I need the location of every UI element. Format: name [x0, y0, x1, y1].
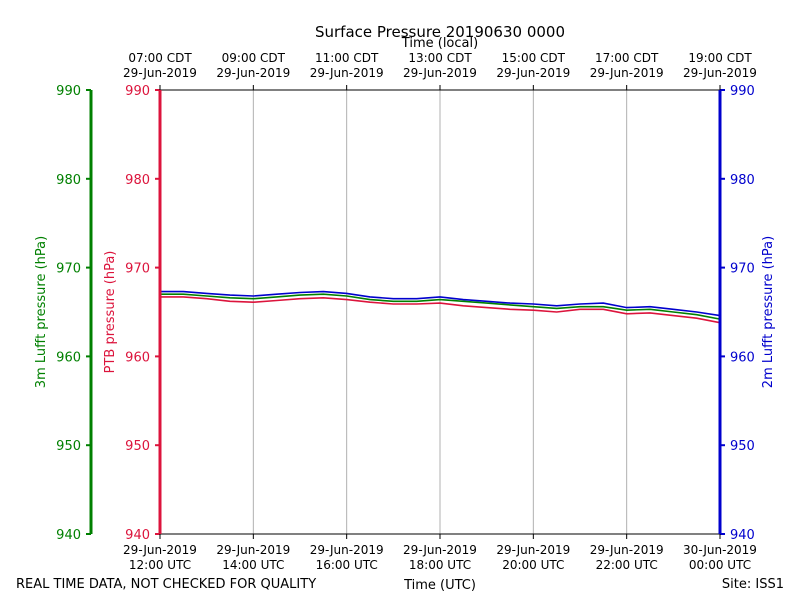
series-line-1 — [160, 296, 721, 324]
xtick-label-top-time: 09:00 CDT — [222, 51, 286, 65]
ytick-label-blue: 980 — [730, 173, 755, 188]
ytick-label-blue: 950 — [730, 439, 755, 454]
xtick-label-bottom-date: 29-Jun-2019 — [216, 543, 290, 557]
xtick-label-top-date: 29-Jun-2019 — [683, 66, 757, 80]
xtick-label-top-time: 17:00 CDT — [595, 51, 659, 65]
xtick-label-top-time: 19:00 CDT — [688, 51, 752, 65]
ytick-label-red: 940 — [125, 528, 150, 543]
xtick-label-top-time: 11:00 CDT — [315, 51, 379, 65]
xtick-label-top-date: 29-Jun-2019 — [496, 66, 570, 80]
tick-labels: 940 940 940 950 950 950 960 960 960 970 970 970 980 9… — [56, 51, 757, 572]
xtick-label-bottom-date: 29-Jun-2019 — [123, 543, 197, 557]
series-line-2 — [160, 290, 721, 317]
axes — [86, 85, 725, 539]
xtick-label-bottom-time: 16:00 UTC — [316, 558, 378, 572]
ytick-label-red: 990 — [125, 84, 150, 99]
ytick-label-blue: 940 — [730, 528, 755, 543]
ytick-label-green: 970 — [56, 262, 81, 277]
ytick-label-red: 970 — [125, 262, 150, 277]
xtick-label-bottom-date: 29-Jun-2019 — [590, 543, 664, 557]
xtick-label-bottom-time: 18:00 UTC — [409, 558, 471, 572]
ytick-label-red: 960 — [125, 350, 150, 365]
site-label: Site: ISS1 — [722, 577, 784, 592]
chart-title: Surface Pressure 20190630 0000 — [315, 23, 565, 41]
series-lines — [160, 290, 721, 324]
top-axis-label: Time (local) — [401, 36, 478, 51]
ytick-label-green: 960 — [56, 350, 81, 365]
xtick-label-top-date: 29-Jun-2019 — [403, 66, 477, 80]
ytick-label-green: 950 — [56, 439, 81, 454]
series-line-0 — [160, 293, 721, 320]
x-axis-label: Time (UTC) — [403, 578, 476, 593]
xtick-label-bottom-time: 22:00 UTC — [596, 558, 658, 572]
xtick-label-bottom-date: 29-Jun-2019 — [403, 543, 477, 557]
y-axis-label-ptb: PTB pressure (hPa) — [103, 251, 118, 374]
ytick-label-blue: 990 — [730, 84, 755, 99]
xtick-label-bottom-time: 14:00 UTC — [222, 558, 284, 572]
xtick-label-top-date: 29-Jun-2019 — [590, 66, 664, 80]
xtick-label-bottom-time: 00:00 UTC — [689, 558, 751, 572]
xtick-label-top-time: 13:00 CDT — [408, 51, 472, 65]
ytick-label-blue: 960 — [730, 350, 755, 365]
ytick-label-green: 980 — [56, 173, 81, 188]
xtick-label-top-time: 07:00 CDT — [128, 51, 192, 65]
y-axis-label-2m-lufft: 2m Lufft pressure (hPa) — [761, 236, 776, 388]
xtick-label-top-date: 29-Jun-2019 — [216, 66, 290, 80]
y-axis-label-3m-lufft: 3m Lufft pressure (hPa) — [34, 236, 49, 388]
xtick-label-top-time: 15:00 CDT — [502, 51, 566, 65]
xtick-label-bottom-time: 20:00 UTC — [502, 558, 564, 572]
ytick-label-red: 980 — [125, 173, 150, 188]
xtick-label-top-date: 29-Jun-2019 — [310, 66, 384, 80]
grid-lines — [252, 90, 628, 534]
quality-disclaimer: REAL TIME DATA, NOT CHECKED FOR QUALITY — [16, 577, 316, 592]
ytick-label-green: 990 — [56, 84, 81, 99]
xtick-label-bottom-date: 29-Jun-2019 — [310, 543, 384, 557]
ytick-label-blue: 970 — [730, 262, 755, 277]
ytick-label-red: 950 — [125, 439, 150, 454]
xtick-label-bottom-time: 12:00 UTC — [129, 558, 191, 572]
xtick-label-bottom-date: 30-Jun-2019 — [683, 543, 757, 557]
ytick-label-green: 940 — [56, 528, 81, 543]
xtick-label-bottom-date: 29-Jun-2019 — [496, 543, 570, 557]
xtick-label-top-date: 29-Jun-2019 — [123, 66, 197, 80]
